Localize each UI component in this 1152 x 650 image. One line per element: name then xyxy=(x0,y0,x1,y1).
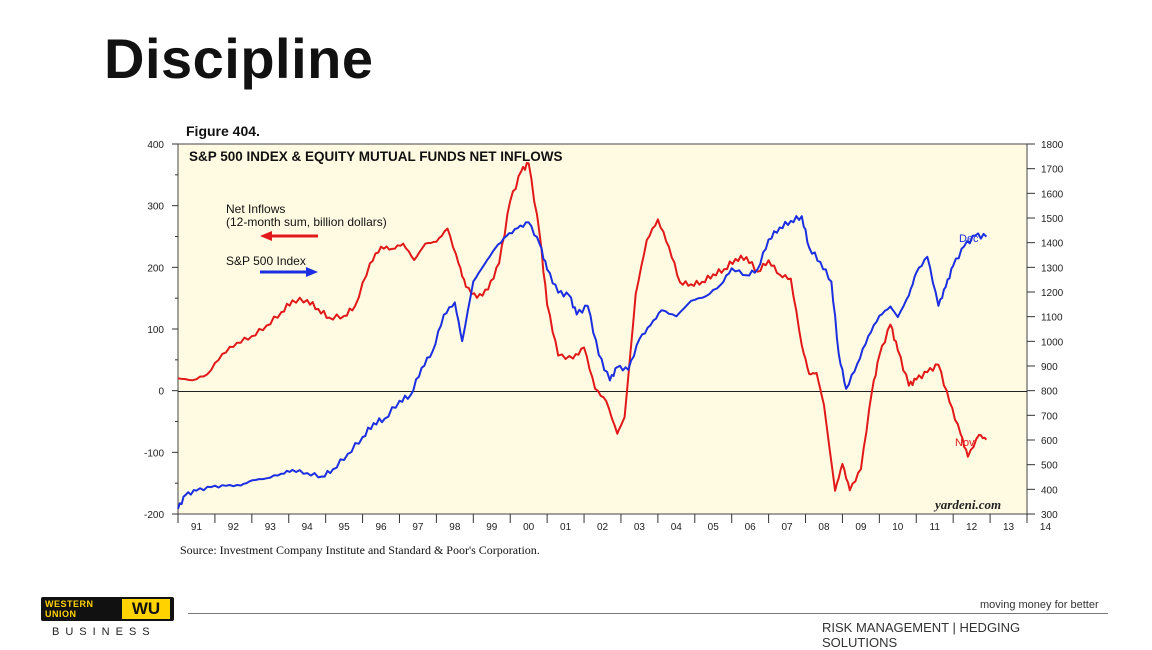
x-tick-label: 08 xyxy=(818,522,830,533)
x-tick-label: 06 xyxy=(745,522,757,533)
x-tick-label: 96 xyxy=(375,522,387,533)
right-tick-label: 1000 xyxy=(1041,337,1064,348)
right-tick-label: 600 xyxy=(1041,436,1058,447)
right-tick-label: 1600 xyxy=(1041,189,1064,200)
x-tick-label: 02 xyxy=(597,522,609,533)
left-tick-label: 100 xyxy=(147,325,164,336)
right-tick-label: 1500 xyxy=(1041,214,1064,225)
x-tick-label: 14 xyxy=(1040,522,1052,533)
x-tick-label: 04 xyxy=(671,522,683,533)
x-tick-label: 00 xyxy=(523,522,535,533)
net-inflows-line xyxy=(177,162,988,492)
left-tick-label: 300 xyxy=(147,202,164,213)
left-tick-label: 200 xyxy=(147,263,164,274)
x-tick-label: 07 xyxy=(782,522,794,533)
watermark: yardeni.com xyxy=(933,497,1001,512)
x-tick-label: 92 xyxy=(228,522,240,533)
plot-area xyxy=(177,143,1028,515)
sp-end-label: Dec xyxy=(959,233,979,245)
footer-text: RISK MANAGEMENT | HEDGING SOLUTIONS xyxy=(822,620,1021,650)
right-axis: 1800 1700 1600 1500 1400 1300 1200 1100 1000 900 8… xyxy=(1027,140,1064,521)
x-tick-label: 93 xyxy=(265,522,277,533)
x-tick-label: 11 xyxy=(930,522,941,533)
right-tick-label: 900 xyxy=(1041,362,1058,373)
logo-subtitle: BUSINESS xyxy=(52,626,156,638)
right-tick-label: 1300 xyxy=(1041,263,1064,274)
right-tick-label: 500 xyxy=(1041,461,1058,472)
right-tick-label: 1400 xyxy=(1041,239,1064,250)
right-tick-label: 300 xyxy=(1041,510,1058,521)
left-axis: 400 300 200 100 0 -100 -200 xyxy=(144,140,178,521)
legend-sp-arrowhead xyxy=(306,267,318,277)
inflows-end-label: Nov xyxy=(955,437,975,449)
tagline: moving money for better xyxy=(980,599,1099,611)
series-layer xyxy=(177,162,988,510)
right-tick-label: 700 xyxy=(1041,411,1058,422)
chart-title: S&P 500 INDEX & EQUITY MUTUAL FUNDS NET … xyxy=(189,149,563,164)
x-tick-label: 98 xyxy=(449,522,461,533)
footer-divider xyxy=(188,613,1108,614)
sp500-line xyxy=(177,215,988,510)
figure-label: Figure 404. xyxy=(186,123,260,139)
slide-title: Discipline xyxy=(104,27,374,90)
x-tick-label: 95 xyxy=(339,522,351,533)
x-tick-label: 99 xyxy=(486,522,498,533)
right-tick-label: 1100 xyxy=(1041,313,1063,324)
left-tick-label: -200 xyxy=(144,510,164,521)
western-union-logo: WESTERN UNION WU xyxy=(41,597,174,621)
x-tick-label: 91 xyxy=(191,522,203,533)
legend-inflows-arrowhead xyxy=(260,231,272,241)
right-tick-label: 1800 xyxy=(1041,140,1064,151)
legend-inflows-label: Net Inflows xyxy=(226,202,285,216)
left-tick-label: 0 xyxy=(158,387,164,398)
x-tick-label: 12 xyxy=(966,522,978,533)
x-tick-label: 05 xyxy=(708,522,720,533)
right-tick-label: 1700 xyxy=(1041,165,1064,176)
x-tick-label: 03 xyxy=(634,522,646,533)
left-tick-label: 400 xyxy=(147,140,164,151)
logo-wordmark: WESTERN UNION xyxy=(45,599,94,619)
x-axis: 91 92 93 94 95 96 97 98 99 00 01 02 03 04 05 06 07 08 09 10… xyxy=(177,514,1052,533)
legend-sp-label: S&P 500 Index xyxy=(226,254,306,268)
x-tick-label: 01 xyxy=(560,522,572,533)
logo-mark: WU xyxy=(122,599,170,619)
chart-source: Source: Investment Company Institute and… xyxy=(180,543,540,557)
x-tick-label: 97 xyxy=(412,522,424,533)
x-tick-label: 94 xyxy=(302,522,314,533)
x-tick-label: 13 xyxy=(1003,522,1015,533)
x-tick-label: 10 xyxy=(892,522,904,533)
right-tick-label: 400 xyxy=(1041,485,1058,496)
left-tick-label: -100 xyxy=(144,448,164,459)
right-tick-label: 800 xyxy=(1041,387,1058,398)
right-tick-label: 1200 xyxy=(1041,288,1064,299)
x-tick-label: 09 xyxy=(855,522,867,533)
legend-inflows-sublabel: (12-month sum, billion dollars) xyxy=(226,215,387,229)
